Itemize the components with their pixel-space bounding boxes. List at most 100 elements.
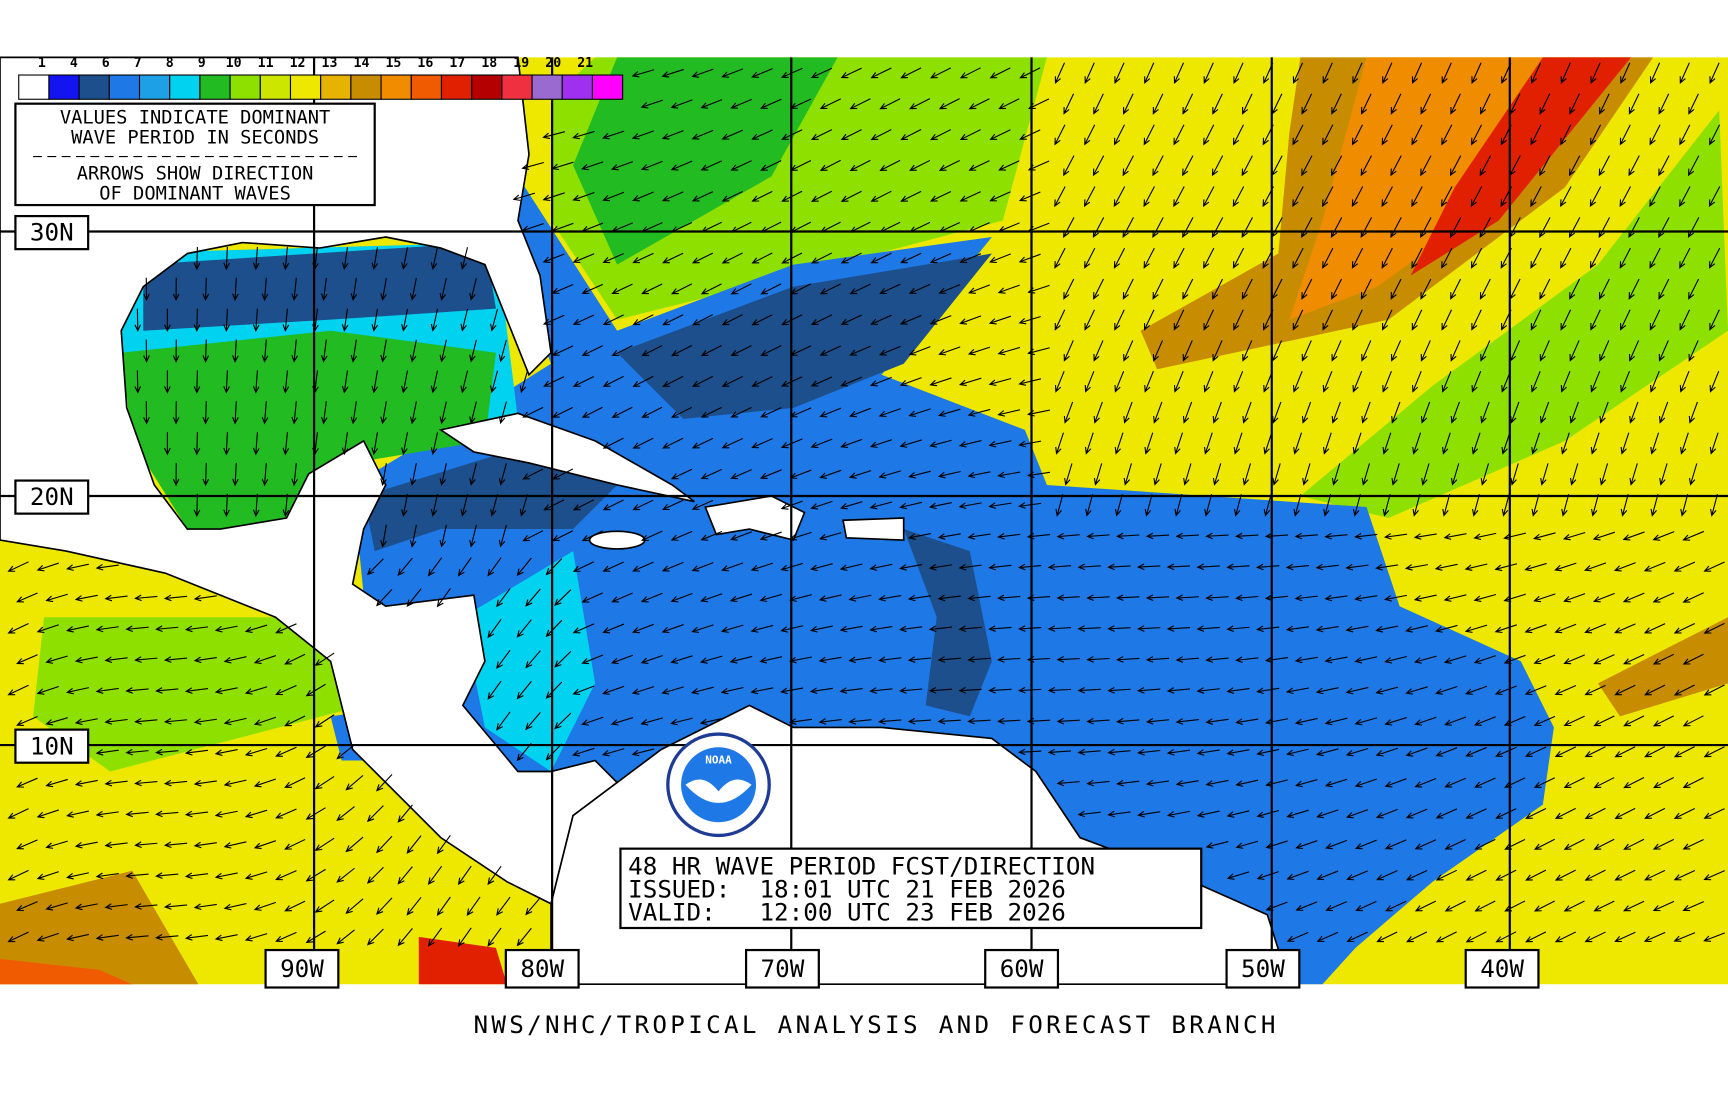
- arrow: [1384, 655, 1407, 664]
- arrow: [1569, 340, 1580, 362]
- arrow: [818, 532, 842, 541]
- arrow: [1682, 901, 1705, 912]
- arrow: [1530, 186, 1542, 208]
- arrow: [1679, 247, 1691, 269]
- arrow: [810, 314, 833, 326]
- arrow: [1345, 686, 1369, 695]
- arrow: [1153, 401, 1163, 424]
- arrow: [849, 407, 872, 418]
- arrow: [1196, 563, 1220, 571]
- arrow: [810, 67, 833, 79]
- arrow: [928, 564, 952, 571]
- arrow: [104, 841, 128, 849]
- arrow: [899, 314, 922, 325]
- arrow: [959, 315, 982, 325]
- arrow: [16, 654, 38, 665]
- arrow: [1561, 432, 1570, 455]
- arrow: [436, 834, 451, 855]
- arrow: [1301, 401, 1312, 424]
- arrow: [1703, 684, 1725, 696]
- arrow: [721, 190, 743, 202]
- legend-swatch: [471, 74, 503, 100]
- arrow: [1658, 93, 1670, 115]
- arrow: [469, 524, 477, 548]
- arrow: [134, 779, 158, 787]
- arrow: [997, 656, 1021, 663]
- arrow: [751, 252, 773, 264]
- arrow: [1077, 686, 1101, 694]
- arrow: [938, 346, 961, 356]
- arrow: [1584, 684, 1606, 696]
- arrow: [700, 406, 722, 418]
- arrow: [1056, 656, 1080, 663]
- arrow: [1620, 432, 1630, 455]
- arrow: [602, 375, 624, 387]
- arrow: [172, 462, 180, 487]
- arrow: [1658, 278, 1670, 300]
- arrow: [1361, 93, 1372, 115]
- arrow: [1404, 564, 1429, 571]
- arrow: [721, 314, 743, 326]
- arrow: [1569, 401, 1579, 424]
- arrow: [1619, 247, 1631, 269]
- arrow: [1414, 655, 1437, 664]
- arrow: [1017, 625, 1042, 632]
- arrow: [1173, 124, 1185, 146]
- arrow: [1420, 278, 1432, 300]
- arrow: [909, 98, 931, 110]
- arrow: [1375, 625, 1399, 633]
- arrow: [36, 809, 59, 819]
- arrow: [1375, 747, 1398, 757]
- arrow: [521, 161, 545, 170]
- arrow: [699, 655, 723, 664]
- arrow: [1524, 562, 1547, 572]
- arrow: [1107, 810, 1131, 818]
- arrow: [1182, 401, 1193, 424]
- arrow: [1331, 401, 1341, 424]
- legend-label: 6: [102, 56, 110, 71]
- arrow: [1084, 62, 1095, 85]
- arrow: [1166, 625, 1191, 632]
- arrow: [988, 502, 1012, 509]
- arrow: [1019, 67, 1041, 79]
- arrow: [406, 588, 422, 608]
- arrow: [1444, 777, 1466, 788]
- arrow: [275, 685, 297, 696]
- arrow: [305, 868, 326, 882]
- arrow: [572, 561, 595, 572]
- arrow: [760, 407, 782, 418]
- arrow: [516, 557, 532, 577]
- arrow: [1232, 186, 1245, 208]
- arrow: [1687, 155, 1700, 177]
- arrow: [1375, 686, 1399, 695]
- arrow: [1114, 309, 1125, 331]
- arrow: [430, 308, 439, 332]
- arrow: [1539, 155, 1551, 177]
- arrow: [1703, 870, 1725, 881]
- arrow: [409, 463, 417, 487]
- arrow: [1620, 370, 1630, 393]
- arrow: [36, 932, 59, 942]
- arrow: [545, 619, 563, 638]
- arrow: [1471, 124, 1483, 146]
- arrow: [214, 749, 238, 756]
- legend-swatch: [289, 74, 322, 100]
- arrow: [958, 377, 982, 387]
- arrow: [345, 836, 364, 853]
- arrow: [1145, 656, 1170, 663]
- arrow: [74, 903, 98, 911]
- arrow: [1584, 931, 1606, 943]
- arrow: [1531, 432, 1541, 455]
- arrow: [1122, 278, 1134, 300]
- arrow: [1292, 309, 1304, 331]
- arrow: [516, 681, 532, 700]
- arrow: [967, 346, 991, 356]
- arrow: [1441, 62, 1452, 85]
- arrow: [1226, 749, 1250, 756]
- arrow: [1465, 869, 1487, 881]
- arrow: [1063, 401, 1074, 424]
- arrow: [542, 253, 565, 263]
- legend-label: 11: [258, 56, 274, 71]
- arrow: [959, 129, 981, 141]
- arrow: [436, 588, 451, 608]
